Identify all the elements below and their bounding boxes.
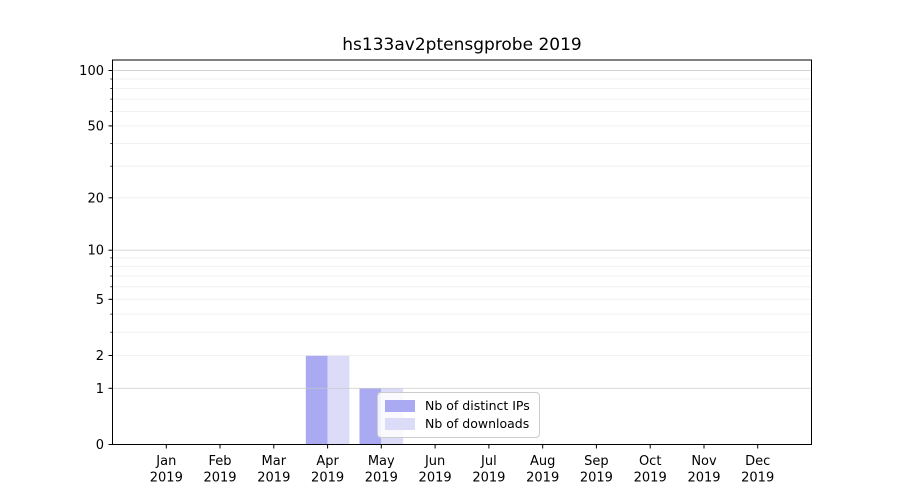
x-tick-label-year: 2019 bbox=[311, 471, 344, 486]
y-tick-label: 20 bbox=[87, 191, 104, 206]
axes-spines bbox=[112, 59, 812, 445]
y-tick-label: 1 bbox=[96, 382, 104, 397]
x-tick-label-year: 2019 bbox=[203, 471, 236, 486]
y-tick-label: 100 bbox=[79, 64, 104, 79]
x-tick-label-month: May bbox=[368, 454, 395, 469]
legend-swatch-distinct-ips-icon bbox=[385, 399, 415, 412]
x-tick-label-month: Dec bbox=[745, 454, 770, 469]
legend-swatch-downloads-icon bbox=[385, 417, 415, 430]
x-tick-label-year: 2019 bbox=[365, 471, 398, 486]
legend-item-distinct-ips: Nb of distinct IPs bbox=[385, 399, 530, 413]
bar-nb-of-distinct-ips-may bbox=[359, 388, 382, 445]
x-tick-label-month: Oct bbox=[639, 454, 661, 469]
x-tick-label-month: Nov bbox=[691, 454, 717, 469]
y-tick-label: 50 bbox=[87, 119, 104, 134]
legend-item-downloads: Nb of downloads bbox=[385, 415, 530, 431]
y-tick-label: 5 bbox=[96, 293, 104, 308]
legend-label-distinct-ips: Nb of distinct IPs bbox=[425, 398, 530, 413]
legend-label-downloads: Nb of downloads bbox=[425, 415, 530, 431]
x-tick-label-year: 2019 bbox=[150, 471, 183, 486]
bar-nb-of-downloads-apr bbox=[327, 355, 350, 445]
x-tick-label-year: 2019 bbox=[687, 471, 720, 486]
y-tick-label: 0 bbox=[96, 438, 104, 453]
bar-nb-of-distinct-ips-apr bbox=[305, 355, 328, 445]
x-tick-label-month: Sep bbox=[584, 454, 609, 469]
x-tick-label-year: 2019 bbox=[526, 471, 559, 486]
x-tick-label-year: 2019 bbox=[634, 471, 667, 486]
x-tick-label-month: Jul bbox=[480, 454, 497, 469]
x-tick-label-month: Jan bbox=[155, 454, 176, 469]
x-tick-label-month: Apr bbox=[316, 454, 339, 469]
x-tick-label-month: Jun bbox=[424, 454, 445, 469]
x-tick-label-month: Mar bbox=[262, 454, 287, 469]
y-tick-label: 2 bbox=[96, 349, 104, 364]
x-tick-label-month: Feb bbox=[208, 454, 231, 469]
legend: Nb of distinct IPs Nb of downloads bbox=[377, 392, 540, 438]
x-tick-label-year: 2019 bbox=[257, 471, 290, 486]
x-tick-label-year: 2019 bbox=[741, 471, 774, 486]
x-tick-label-year: 2019 bbox=[419, 471, 452, 486]
y-tick-label: 10 bbox=[87, 244, 104, 259]
x-tick-label-year: 2019 bbox=[580, 471, 613, 486]
x-tick-label-year: 2019 bbox=[472, 471, 505, 486]
x-tick-label-month: Aug bbox=[530, 454, 555, 469]
chart-title: hs133av2ptensgprobe 2019 bbox=[342, 35, 582, 55]
